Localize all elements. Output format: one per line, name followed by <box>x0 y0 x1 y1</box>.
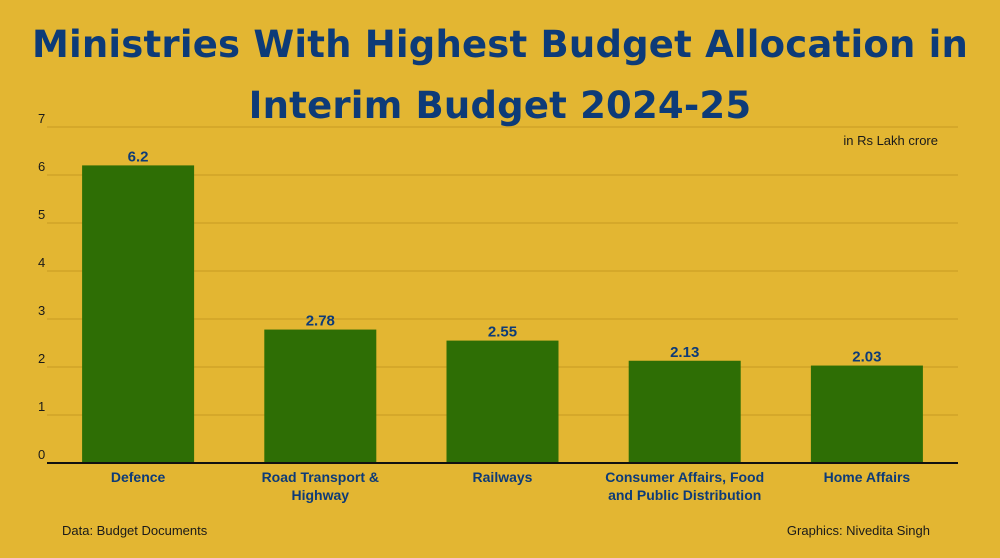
category-label: Consumer Affairs, Food and Public Distrib… <box>605 469 764 503</box>
bar <box>264 329 377 463</box>
data-labels: 6.2 2.78 2.55 2.13 2.03 <box>128 148 882 365</box>
category-label: Railways <box>473 469 533 485</box>
category-label-line: Railways <box>473 469 533 485</box>
category-label-line: Consumer Affairs, Food <box>605 469 764 485</box>
category-label: Home Affairs <box>824 469 911 485</box>
source-note: Data: Budget Documents <box>62 523 208 538</box>
gridlines <box>47 126 958 416</box>
x-axis-labels: Defence Road Transport & Highway Railways Co… <box>111 469 911 503</box>
chart-title: Ministries With Highest Budget Allocatio… <box>31 23 969 127</box>
data-label: 6.2 <box>128 148 149 165</box>
data-label: 2.13 <box>670 344 699 361</box>
data-label: 2.55 <box>488 324 517 341</box>
bars <box>82 165 923 463</box>
bar <box>446 340 559 463</box>
y-tick-label: 7 <box>38 111 45 126</box>
bar <box>628 360 741 463</box>
category-label-line: Road Transport & <box>262 469 379 485</box>
y-tick-label: 4 <box>38 255 45 270</box>
y-tick-label: 0 <box>38 447 45 462</box>
bar <box>810 365 923 463</box>
y-tick-label: 2 <box>38 351 45 366</box>
data-label: 2.78 <box>306 313 335 330</box>
y-tick-label: 6 <box>38 159 45 174</box>
category-label-line: and Public Distribution <box>608 487 761 503</box>
category-label: Road Transport & Highway <box>262 469 379 503</box>
data-label: 2.03 <box>852 349 881 366</box>
y-tick-label: 5 <box>38 207 45 222</box>
category-label-line: Highway <box>292 487 350 503</box>
category-label-line: Defence <box>111 469 166 485</box>
bar <box>82 165 195 463</box>
category-label-line: Home Affairs <box>824 469 911 485</box>
unit-note: in Rs Lakh crore <box>843 133 938 148</box>
y-tick-label: 1 <box>38 399 45 414</box>
y-tick-label: 3 <box>38 303 45 318</box>
y-axis-ticks: 0 1 2 3 4 5 6 7 <box>38 111 45 462</box>
category-label: Defence <box>111 469 166 485</box>
credit-note: Graphics: Nivedita Singh <box>786 523 930 538</box>
